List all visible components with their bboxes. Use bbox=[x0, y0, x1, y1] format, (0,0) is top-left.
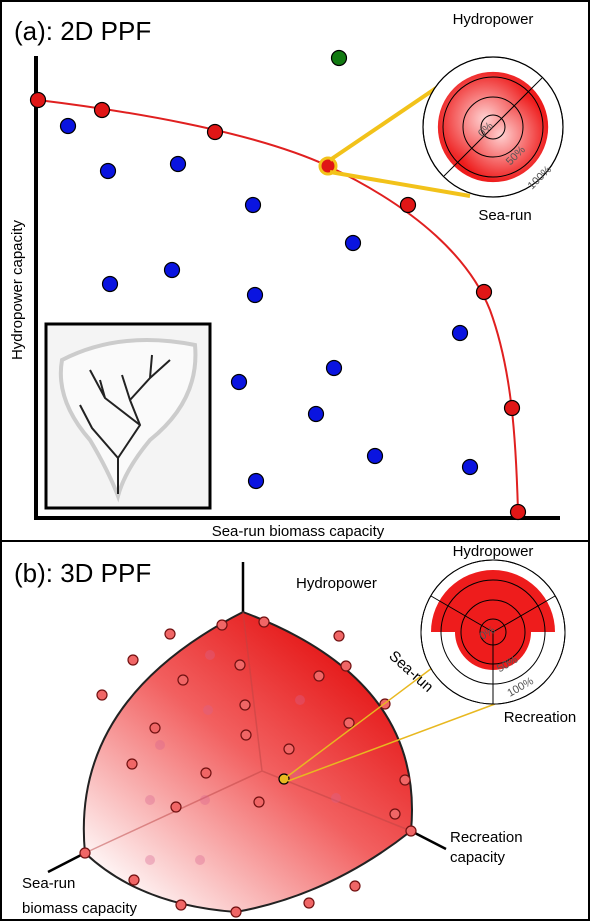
point bbox=[127, 759, 137, 769]
point bbox=[201, 768, 211, 778]
point bbox=[61, 119, 76, 134]
axis-right-label: capacity bbox=[450, 849, 506, 866]
point bbox=[178, 675, 188, 685]
point bbox=[341, 661, 351, 671]
point bbox=[103, 277, 118, 292]
radar-b-top-label: Hydropower bbox=[453, 543, 534, 560]
point bbox=[231, 907, 241, 917]
axis-left-label: Sea-run bbox=[22, 875, 75, 892]
axis-left-label: biomass capacity bbox=[22, 900, 138, 917]
axis-left bbox=[48, 853, 85, 872]
point bbox=[208, 125, 223, 140]
point bbox=[217, 620, 227, 630]
point bbox=[453, 326, 468, 341]
point bbox=[314, 671, 324, 681]
point bbox=[145, 855, 155, 865]
axis-top-label: Hydropower bbox=[296, 575, 377, 592]
point bbox=[241, 730, 251, 740]
point bbox=[284, 744, 294, 754]
point bbox=[350, 881, 360, 891]
point bbox=[240, 700, 250, 710]
point bbox=[390, 809, 400, 819]
point bbox=[200, 795, 210, 805]
point bbox=[128, 655, 138, 665]
point bbox=[401, 198, 416, 213]
point bbox=[155, 740, 165, 750]
point bbox=[254, 797, 264, 807]
point bbox=[249, 474, 264, 489]
point bbox=[171, 157, 186, 172]
point bbox=[334, 631, 344, 641]
radar-a-bottom-label: Sea-run bbox=[478, 207, 531, 224]
point bbox=[165, 629, 175, 639]
point bbox=[477, 285, 492, 300]
point bbox=[304, 898, 314, 908]
point bbox=[150, 723, 160, 733]
point bbox=[248, 288, 263, 303]
point bbox=[205, 650, 215, 660]
point bbox=[97, 690, 107, 700]
point bbox=[368, 449, 383, 464]
point bbox=[331, 793, 341, 803]
point bbox=[400, 775, 410, 785]
point bbox=[309, 407, 324, 422]
point bbox=[246, 198, 261, 213]
point bbox=[295, 695, 305, 705]
point bbox=[176, 900, 186, 910]
point bbox=[259, 617, 269, 627]
point bbox=[232, 375, 247, 390]
point bbox=[235, 660, 245, 670]
point bbox=[511, 505, 526, 520]
point bbox=[129, 875, 139, 885]
axis-right-label: Recreation bbox=[450, 829, 523, 846]
point bbox=[406, 826, 416, 836]
point bbox=[203, 705, 213, 715]
panel-a-title: (a): 2D PPF bbox=[14, 16, 151, 46]
point bbox=[101, 164, 116, 179]
point bbox=[332, 51, 347, 66]
x-axis-label: Sea-run biomass capacity bbox=[212, 523, 385, 540]
point bbox=[327, 361, 342, 376]
radar-a-top-label: Hydropower bbox=[453, 11, 534, 28]
y-axis-label: Hydropower capacity bbox=[9, 219, 26, 360]
point bbox=[95, 103, 110, 118]
point bbox=[80, 848, 90, 858]
point bbox=[505, 401, 520, 416]
point bbox=[195, 855, 205, 865]
radar-b-bottom-label: Recreation bbox=[504, 709, 577, 726]
point bbox=[145, 795, 155, 805]
point bbox=[346, 236, 361, 251]
figure: (a): 2D PPF Hydropower capacity Sea-run … bbox=[0, 0, 590, 921]
point bbox=[165, 263, 180, 278]
point bbox=[463, 460, 478, 475]
point bbox=[31, 93, 46, 108]
panel-b-title: (b): 3D PPF bbox=[14, 558, 151, 588]
axis-right bbox=[411, 831, 446, 849]
point bbox=[344, 718, 354, 728]
point bbox=[171, 802, 181, 812]
